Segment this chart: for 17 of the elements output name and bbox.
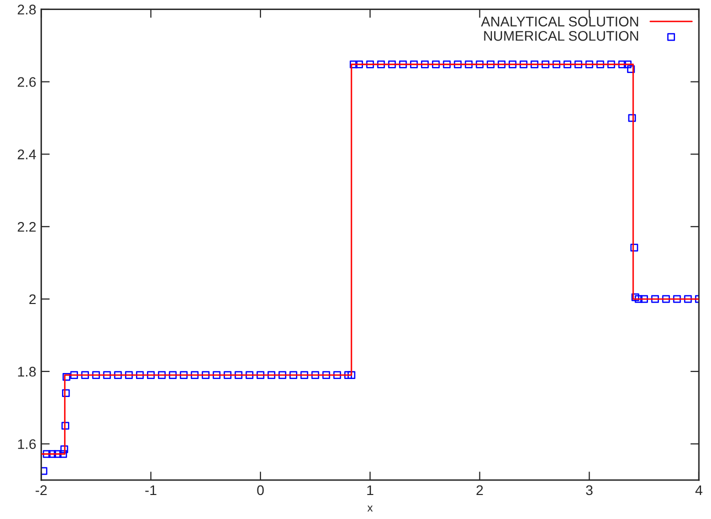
legend-label: NUMERICAL SOLUTION xyxy=(484,30,638,41)
y-tick-label: 2.2 xyxy=(18,222,36,232)
y-tick-label: 1.8 xyxy=(18,366,36,377)
y-tick-label: 2 xyxy=(29,294,36,304)
legend-label: ANALYTICAL SOLUTION xyxy=(481,16,638,26)
y-tick-label: 2.4 xyxy=(18,150,36,160)
y-tick-label: 2.6 xyxy=(18,77,36,87)
y-tick-label: 1.6 xyxy=(18,439,36,450)
x-tick-label: 3 xyxy=(586,485,593,496)
x-tick-label: 1 xyxy=(367,485,374,495)
x-tick-label: 4 xyxy=(695,485,702,495)
x-axis-title: x xyxy=(367,506,373,512)
y-tick-label: 2.8 xyxy=(18,4,36,15)
x-tick-label: 2 xyxy=(476,485,483,495)
x-tick-label: -1 xyxy=(145,485,156,495)
x-tick-label: 0 xyxy=(257,485,264,496)
x-tick-label: -2 xyxy=(36,485,47,495)
